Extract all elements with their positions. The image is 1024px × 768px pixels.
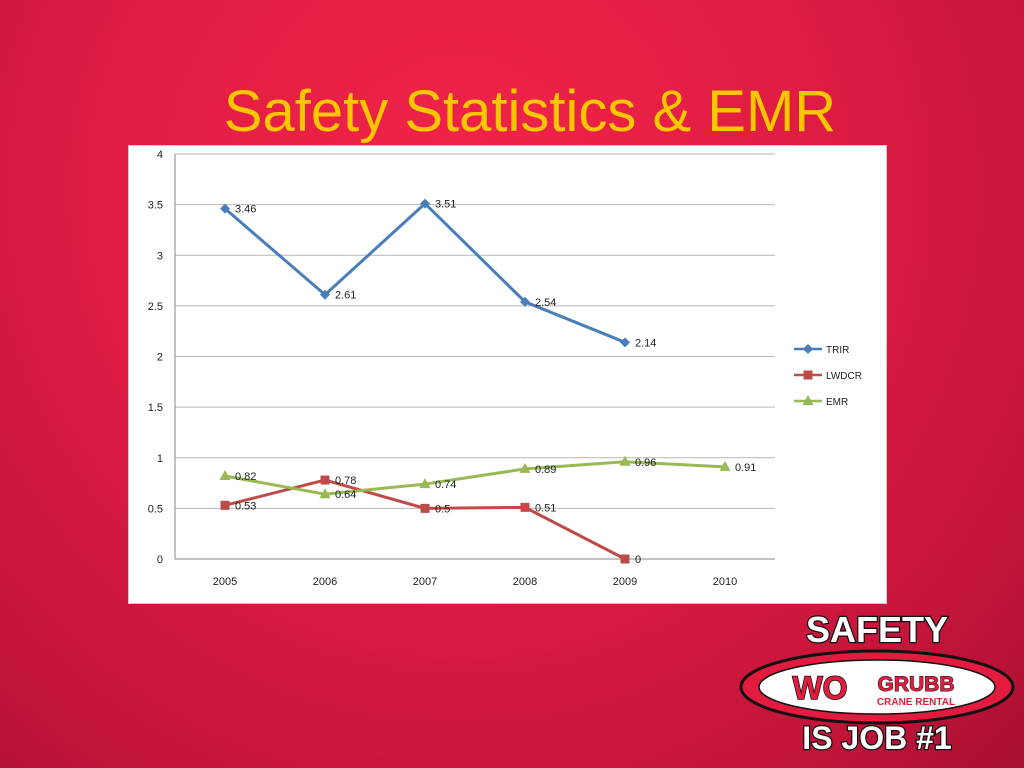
x-tick-label: 2010 bbox=[713, 576, 737, 588]
x-tick-label: 2007 bbox=[413, 576, 437, 588]
legend-marker-trir bbox=[803, 344, 813, 354]
lwdcr-data-label: 0.78 bbox=[335, 475, 356, 487]
legend-label-emr: EMR bbox=[826, 397, 848, 408]
emr-point bbox=[419, 478, 431, 489]
y-tick-label: 2.5 bbox=[148, 301, 163, 313]
trir-point bbox=[620, 337, 630, 348]
slide-title: Safety Statistics & EMR bbox=[223, 79, 837, 144]
emr-series-line bbox=[224, 460, 726, 496]
emr-data-label: 0.89 bbox=[535, 464, 556, 476]
legend-label-trir: TRIR bbox=[826, 345, 849, 356]
x-tick-label: 2005 bbox=[213, 576, 237, 588]
lwdcr-point bbox=[220, 500, 230, 510]
logo-inner-oval bbox=[758, 659, 996, 715]
y-tick-label: 0.5 bbox=[148, 503, 163, 515]
lwdcr-point bbox=[520, 502, 530, 512]
x-tick-label: 2006 bbox=[313, 576, 337, 588]
trir-point bbox=[520, 296, 530, 307]
emr-point bbox=[319, 488, 331, 499]
emr-data-label: 0.82 bbox=[235, 471, 256, 483]
lwdcr-data-label: 0.53 bbox=[235, 500, 256, 512]
trir-point bbox=[220, 203, 230, 214]
lwdcr-data-label: 0 bbox=[635, 554, 641, 566]
trir-data-label: 2.61 bbox=[335, 290, 356, 302]
trir-point bbox=[420, 198, 430, 209]
emr-point bbox=[519, 462, 531, 473]
y-tick-label: 3.5 bbox=[148, 200, 163, 212]
emr-point bbox=[719, 460, 731, 471]
x-tick-label: 2008 bbox=[513, 576, 537, 588]
trir-data-label: 3.51 bbox=[435, 199, 456, 211]
lwdcr-data-label: 0.51 bbox=[535, 502, 556, 514]
emr-data-label: 0.64 bbox=[335, 489, 356, 501]
logo-top-text: SAFETY bbox=[806, 609, 948, 650]
trir-data-label: 3.46 bbox=[235, 204, 256, 216]
logo-brand-name: GRUBB bbox=[878, 673, 955, 696]
y-tick-label: 1.5 bbox=[148, 402, 163, 414]
safety-logo: SAFETY WO GRUBB CRANE RENTAL IS JOB #1 bbox=[739, 608, 1015, 757]
emr-point bbox=[619, 455, 631, 466]
logo-brand-wo: WO bbox=[792, 670, 847, 706]
y-tick-label: 4 bbox=[157, 149, 163, 161]
trir-series-line bbox=[224, 202, 626, 344]
trir-data-label: 2.14 bbox=[635, 337, 656, 349]
lwdcr-point bbox=[320, 475, 330, 485]
chart-panel: 0 0.5 1 1.5 2 2.5 3 3.5 4 2005 2006 2007 2008 2009 201… bbox=[128, 145, 887, 604]
y-tick-label: 1 bbox=[157, 453, 163, 465]
legend-marker-emr bbox=[802, 395, 814, 405]
y-tick-label: 0 bbox=[157, 554, 163, 566]
logo-bottom-text: IS JOB #1 bbox=[802, 720, 951, 756]
trir-data-label: 2.54 bbox=[535, 297, 556, 309]
lwdcr-data-label: 0.5 bbox=[435, 503, 450, 515]
logo-brand-sub: CRANE RENTAL bbox=[877, 697, 955, 708]
lwdcr-point bbox=[620, 554, 630, 564]
legend-label-lwdcr: LWDCR bbox=[826, 371, 862, 382]
lwdcr-point bbox=[420, 503, 430, 513]
emr-point bbox=[219, 469, 231, 480]
legend-marker-lwdcr bbox=[803, 370, 813, 380]
emr-data-label: 0.91 bbox=[735, 462, 756, 474]
trir-point bbox=[320, 289, 330, 300]
lwdcr-series-line bbox=[224, 478, 626, 561]
x-tick-label: 2009 bbox=[613, 576, 637, 588]
emr-data-label: 0.96 bbox=[635, 457, 656, 469]
y-tick-label: 2 bbox=[157, 352, 163, 364]
emr-data-label: 0.74 bbox=[435, 479, 456, 491]
y-tick-label: 3 bbox=[157, 250, 163, 262]
